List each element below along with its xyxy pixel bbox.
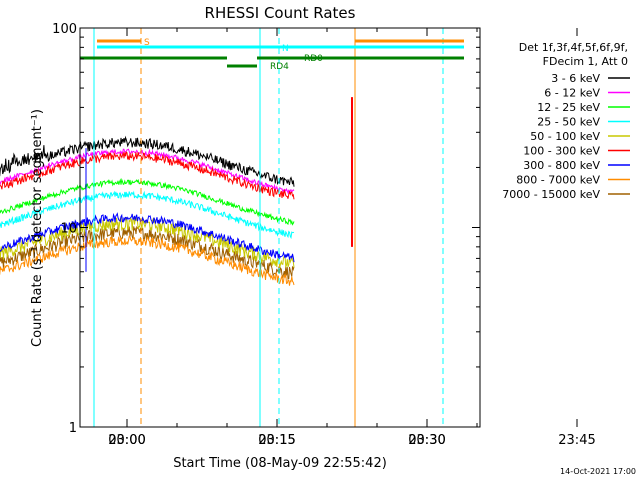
annotation-layer: S N RD0 RD4 — [80, 28, 464, 427]
series-line — [0, 225, 295, 280]
footer-timestamp: 14-Oct-2021 17:00 — [560, 467, 636, 476]
legend-header: Det 1f,3f,4f,5f,6f,9f, — [519, 41, 628, 54]
legend-label: 7000 - 15000 keV — [502, 188, 600, 201]
series-line — [0, 135, 295, 187]
annotation-label: N — [282, 44, 289, 54]
legend-label: 12 - 25 keV — [537, 101, 600, 114]
legend-label: 300 - 800 keV — [523, 159, 600, 172]
x-tick-label: 23:30 — [408, 433, 445, 448]
legend-label: 100 - 300 keV — [523, 145, 600, 158]
x-tick-label: 23:00 — [108, 433, 145, 448]
legend-label: 3 - 6 keV — [551, 72, 600, 85]
x-tick-label: 23:15 — [258, 433, 295, 448]
series-layer — [0, 28, 356, 427]
x-tick-label: 00:15 — [258, 433, 295, 448]
axis-layer: 23:00 23:15 23:30 23:45 00:00 00:15 00:30 1 10 10… — [52, 22, 596, 448]
y-tick-label: 1 — [69, 421, 77, 436]
legend-label: 6 - 12 keV — [544, 87, 600, 100]
series-line — [0, 151, 295, 200]
annotation-label: RD0 — [304, 54, 323, 64]
series-line — [0, 235, 295, 286]
x-tick-label: 00:30 — [408, 433, 445, 448]
legend-label: 25 - 50 keV — [537, 116, 600, 129]
y-axis-label: Count Rate (s⁻¹ detector segment⁻¹) — [30, 109, 45, 347]
series-line — [0, 212, 295, 263]
x-tick-label: 00:00 — [108, 433, 145, 448]
y-tick-label: 10 — [60, 222, 77, 237]
series-line — [0, 215, 295, 269]
legend-label: 800 - 7000 keV — [516, 174, 600, 187]
plot-frame — [79, 27, 481, 428]
legend: Det 1f,3f,4f,5f,6f,9f,FDecim 1, Att 0 3 -… — [502, 41, 630, 201]
annotation-label: RD4 — [270, 62, 289, 72]
legend-header: FDecim 1, Att 0 — [543, 55, 628, 68]
series-line — [0, 190, 295, 240]
x-axis-label: Start Time (08-May-09 22:55:42) — [173, 456, 387, 471]
legend-label: 50 - 100 keV — [530, 130, 600, 143]
annotation-label: S — [144, 38, 150, 48]
x-tick-label: 23:45 — [558, 433, 595, 448]
chart-title: RHESSI Count Rates — [205, 4, 356, 22]
series-line — [0, 177, 295, 226]
y-tick-label: 100 — [52, 22, 77, 37]
series-line — [0, 148, 295, 195]
